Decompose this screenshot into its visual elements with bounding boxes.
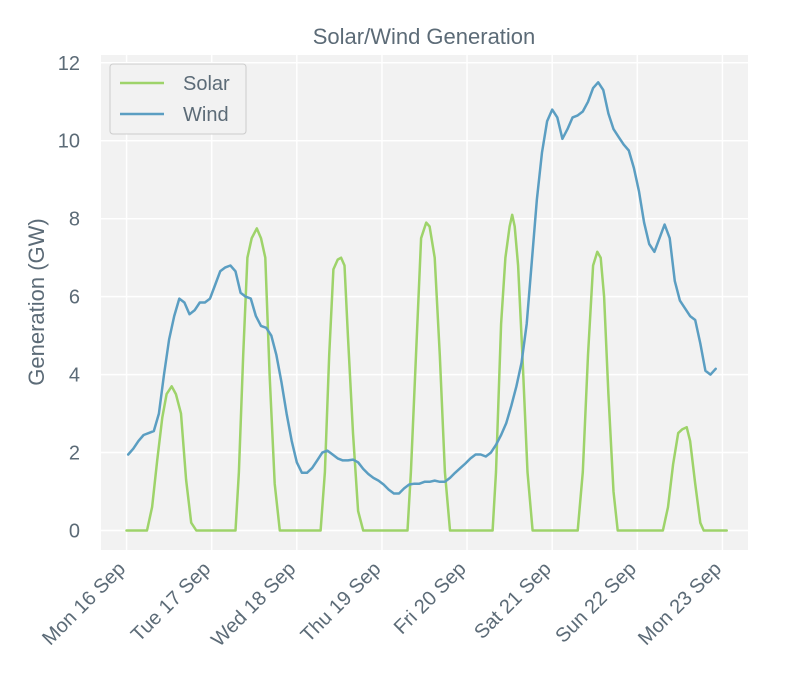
legend: Solar Wind: [109, 63, 247, 135]
series-line-solar: [125, 213, 728, 532]
x-tick-label: Fri 20 Sep: [390, 558, 471, 639]
series-layer: [125, 81, 728, 532]
y-axis-label: Generation (GW): [24, 218, 49, 386]
series-line-wind: [126, 81, 717, 495]
y-tick-label: 4: [69, 365, 80, 387]
x-tick-label: Tue 17 Sep: [127, 558, 215, 646]
x-tick-label: Sat 21 Sep: [470, 558, 556, 644]
x-tick-label: Wed 18 Sep: [207, 558, 300, 651]
y-axis-ticks: 0 2 4 6 8 10 12: [58, 53, 80, 543]
chart-title: Solar/Wind Generation: [313, 24, 536, 49]
legend-label-wind: Wind: [183, 104, 229, 126]
plot-background: [101, 55, 748, 550]
y-tick-label: 0: [69, 521, 80, 543]
y-tick-label: 6: [69, 287, 80, 309]
y-tick-label: 12: [58, 53, 80, 75]
grid: [101, 55, 748, 550]
x-tick-label: Thu 19 Sep: [297, 558, 386, 647]
y-tick-label: 8: [69, 209, 80, 231]
y-tick-label: 10: [58, 131, 80, 153]
x-tick-label: Mon 23 Sep: [634, 558, 726, 650]
legend-box: [109, 63, 247, 135]
y-tick-label: 2: [69, 443, 80, 465]
x-tick-label: Mon 16 Sep: [38, 558, 130, 650]
x-tick-label: Sun 22 Sep: [551, 558, 640, 647]
legend-label-solar: Solar: [183, 73, 230, 95]
